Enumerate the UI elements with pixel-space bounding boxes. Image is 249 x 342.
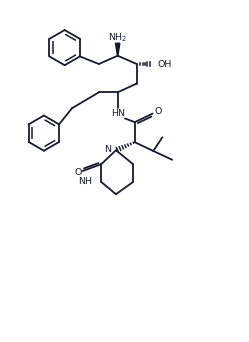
Text: N: N [104, 145, 111, 154]
Text: OH: OH [158, 60, 172, 68]
Text: NH: NH [78, 177, 92, 186]
Polygon shape [116, 43, 120, 56]
Text: O: O [74, 168, 82, 177]
Text: HN: HN [111, 109, 125, 118]
Text: O: O [154, 107, 162, 116]
Text: NH$_2$: NH$_2$ [108, 31, 127, 44]
